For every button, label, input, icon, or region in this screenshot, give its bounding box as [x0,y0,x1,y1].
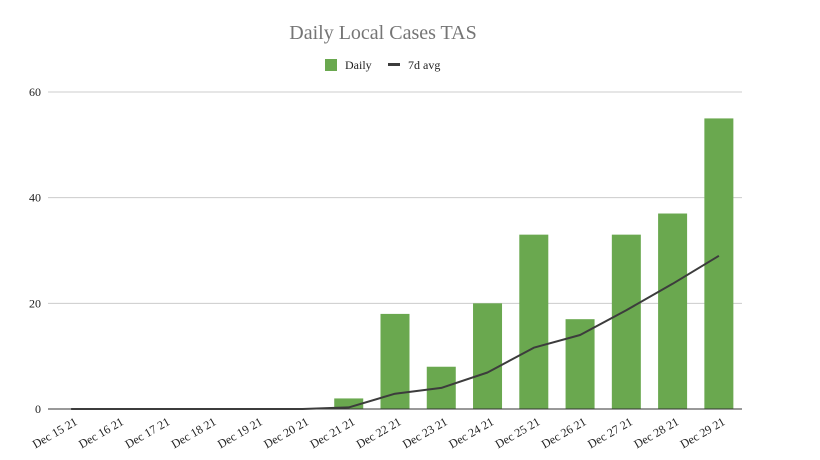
x-tick-label-1: Dec 16 21 [76,414,126,451]
line-7d-avg-path [71,254,720,410]
x-tick-label-4: Dec 19 21 [215,414,265,451]
legend: Daily 7d avg [325,58,440,72]
bar-daily-11 [565,319,595,409]
bar-daily-9 [473,303,503,409]
y-tick-label-20: 20 [29,296,41,310]
line-7d-avg [71,254,720,410]
legend-label-daily: Daily [345,58,372,72]
y-tick-label-40: 40 [29,191,41,205]
x-tick-label-5: Dec 20 21 [261,414,311,451]
bar-daily-12 [611,234,641,409]
bar-daily-6 [334,398,364,409]
x-tick-label-14: Dec 29 21 [678,414,728,451]
x-tick-label-0: Dec 15 21 [30,414,80,451]
x-tick-label-8: Dec 23 21 [400,414,450,451]
y-tick-label-60: 60 [29,85,41,99]
legend-label-7d-avg: 7d avg [408,58,440,72]
x-tick-label-6: Dec 21 21 [308,414,358,451]
x-tick-label-3: Dec 18 21 [169,414,219,451]
chart-title: Daily Local Cases TAS [289,22,476,44]
bars-daily [334,118,734,410]
y-axis-ticks: 0 20 40 60 [29,85,41,416]
x-tick-label-10: Dec 25 21 [493,414,543,451]
bar-daily-13 [658,213,688,409]
x-tick-label-11: Dec 26 21 [539,414,589,451]
x-tick-label-13: Dec 28 21 [631,414,681,451]
bar-daily-10 [519,234,549,409]
legend-swatch-7d-avg [388,63,400,66]
bar-daily-14 [704,118,734,410]
x-tick-label-9: Dec 24 21 [446,414,496,451]
x-tick-label-7: Dec 22 21 [354,414,404,451]
x-tick-label-2: Dec 17 21 [122,414,172,451]
legend-swatch-daily [325,59,337,71]
x-tick-label-12: Dec 27 21 [585,414,635,451]
y-tick-label-0: 0 [35,402,41,416]
